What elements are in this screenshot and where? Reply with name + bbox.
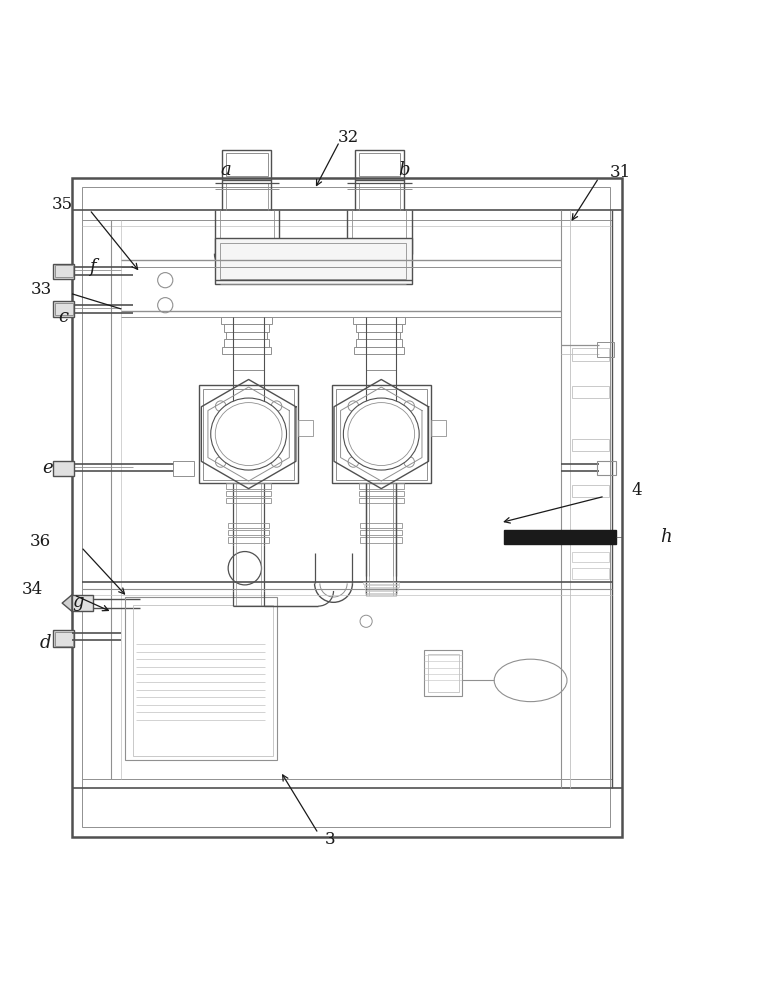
Bar [222, 150, 271, 180]
Bar [226, 491, 271, 496]
Text: 32: 32 [338, 129, 359, 146]
Text: d: d [39, 634, 52, 652]
Bar [366, 594, 396, 596]
Bar [53, 301, 74, 317]
Ellipse shape [211, 398, 287, 470]
Text: 3: 3 [324, 831, 335, 848]
Bar [360, 523, 402, 528]
Bar [233, 354, 264, 370]
Polygon shape [62, 595, 72, 611]
Bar [55, 303, 73, 315]
Bar [428, 654, 459, 692]
Ellipse shape [215, 403, 282, 466]
Bar [221, 317, 272, 324]
Bar [359, 498, 404, 503]
Bar [359, 153, 400, 176]
Bar [173, 461, 194, 476]
Ellipse shape [215, 457, 226, 467]
Bar [226, 332, 267, 339]
Bar [366, 354, 396, 370]
Bar [220, 243, 406, 279]
Bar [55, 265, 73, 277]
Text: c: c [58, 308, 68, 326]
Bar [226, 498, 271, 503]
Bar [572, 485, 609, 497]
Text: 35: 35 [52, 196, 73, 213]
Bar [125, 597, 277, 760]
Bar [226, 483, 271, 489]
Ellipse shape [360, 615, 372, 627]
Bar [227, 523, 270, 528]
Text: e: e [42, 459, 53, 477]
Bar [572, 568, 609, 579]
Text: 36: 36 [30, 533, 51, 550]
Bar [72, 178, 622, 837]
Bar [133, 605, 273, 756]
Bar [224, 324, 269, 332]
Bar [227, 537, 270, 543]
Bar [336, 389, 427, 480]
Ellipse shape [343, 398, 419, 470]
Bar [227, 530, 270, 535]
Ellipse shape [215, 401, 226, 411]
Text: b: b [398, 161, 410, 179]
Bar [332, 385, 431, 483]
Bar [597, 342, 614, 357]
Bar [53, 630, 74, 647]
Bar [363, 582, 399, 584]
Bar [364, 585, 399, 587]
Bar [72, 595, 93, 611]
Bar [226, 153, 268, 176]
Text: a: a [221, 161, 231, 179]
Bar [424, 650, 462, 696]
Bar [360, 537, 402, 543]
Bar [53, 264, 74, 279]
Bar [356, 339, 402, 347]
Bar [359, 491, 404, 496]
Bar [215, 238, 412, 284]
Text: f: f [89, 258, 96, 276]
Ellipse shape [348, 457, 359, 467]
Text: 33: 33 [31, 281, 52, 298]
Bar [298, 420, 313, 436]
Bar [224, 339, 269, 347]
Ellipse shape [158, 273, 173, 288]
Bar [82, 187, 610, 827]
Ellipse shape [271, 401, 282, 411]
Bar [353, 317, 405, 324]
Text: 34: 34 [22, 581, 43, 598]
Bar [359, 483, 404, 489]
Bar [53, 461, 74, 476]
Bar [597, 461, 616, 475]
Text: 4: 4 [631, 482, 642, 499]
Bar [431, 420, 446, 436]
Text: g: g [72, 593, 84, 611]
Bar [504, 530, 616, 544]
Bar [365, 591, 397, 593]
Bar [365, 588, 398, 590]
Ellipse shape [271, 457, 282, 467]
Bar [572, 552, 609, 562]
Text: h: h [659, 528, 672, 546]
Bar [572, 439, 609, 451]
Bar [358, 332, 400, 339]
Ellipse shape [404, 401, 415, 411]
Ellipse shape [228, 552, 262, 585]
Bar [221, 347, 271, 354]
Bar [55, 632, 73, 646]
Bar [354, 347, 403, 354]
Bar [356, 324, 402, 332]
Ellipse shape [404, 457, 415, 467]
Ellipse shape [348, 401, 359, 411]
Bar [572, 386, 609, 398]
Ellipse shape [158, 298, 173, 313]
Bar [199, 385, 298, 483]
Text: 31: 31 [609, 164, 631, 181]
Bar [203, 389, 294, 480]
Bar [360, 530, 402, 535]
Bar [355, 150, 404, 180]
Ellipse shape [494, 659, 567, 702]
Ellipse shape [348, 403, 415, 466]
Bar [572, 348, 609, 361]
